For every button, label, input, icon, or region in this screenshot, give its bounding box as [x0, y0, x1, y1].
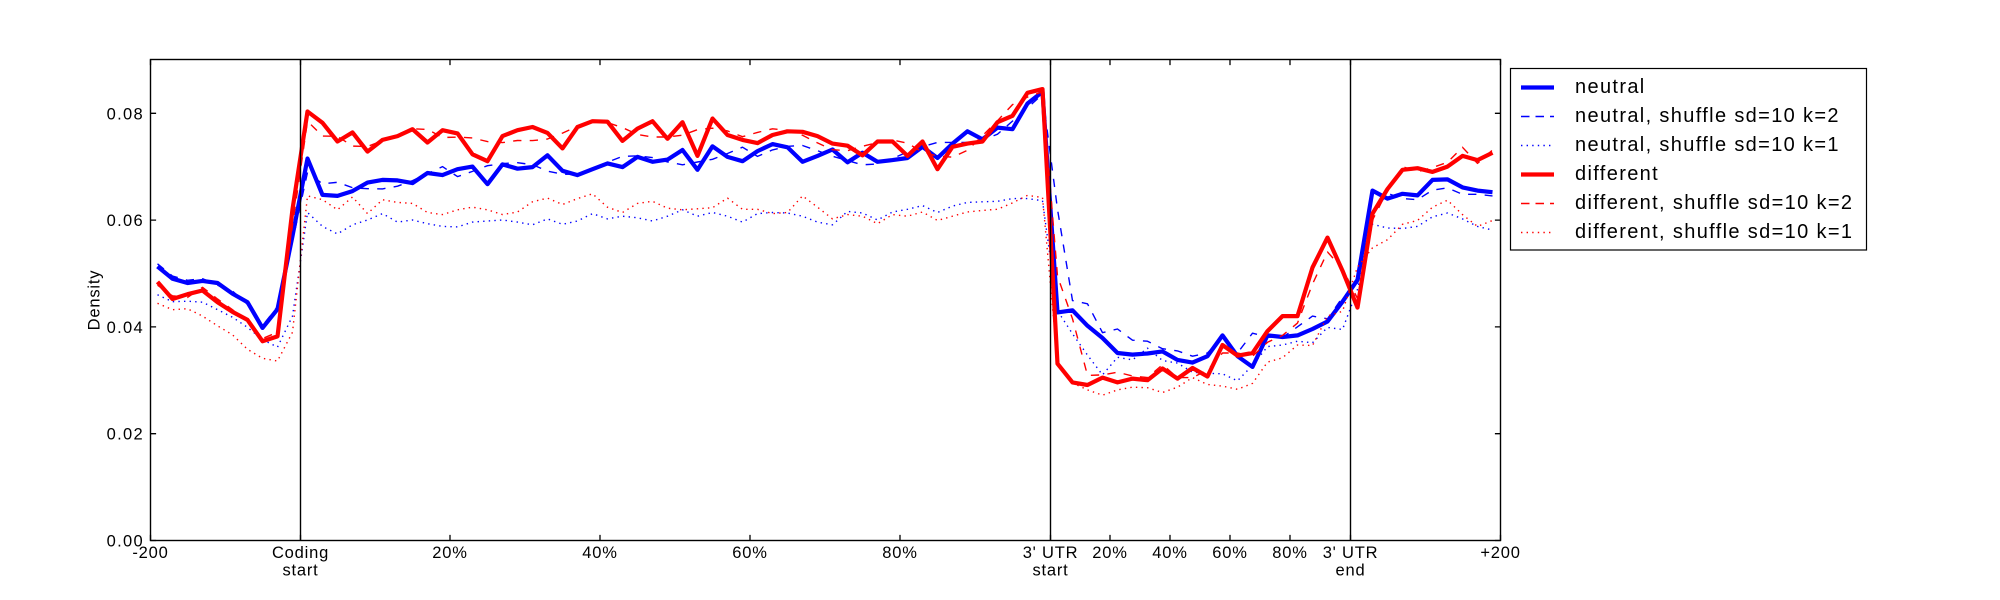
svg-text:60%: 60%	[1212, 544, 1247, 562]
svg-text:start: start	[1032, 562, 1068, 580]
svg-text:+200: +200	[1480, 544, 1520, 562]
svg-text:20%: 20%	[1092, 544, 1127, 562]
svg-text:0.04: 0.04	[107, 319, 144, 337]
svg-text:60%: 60%	[732, 544, 767, 562]
svg-text:40%: 40%	[1152, 544, 1187, 562]
svg-text:80%: 80%	[1272, 544, 1307, 562]
svg-text:neutral, shuffle sd=10 k=1: neutral, shuffle sd=10 k=1	[1575, 134, 1840, 156]
svg-text:80%: 80%	[882, 544, 917, 562]
svg-text:20%: 20%	[432, 544, 467, 562]
svg-text:Density: Density	[86, 270, 104, 331]
svg-text:0.00: 0.00	[107, 533, 144, 551]
svg-text:Coding: Coding	[272, 544, 329, 562]
svg-text:0.08: 0.08	[107, 105, 144, 123]
svg-text:start: start	[282, 562, 318, 580]
svg-text:different, shuffle sd=10 k=1: different, shuffle sd=10 k=1	[1575, 221, 1853, 243]
svg-text:different: different	[1575, 163, 1659, 185]
svg-text:40%: 40%	[582, 544, 617, 562]
svg-text:0.06: 0.06	[107, 212, 144, 230]
svg-text:0.02: 0.02	[107, 426, 144, 444]
svg-text:end: end	[1336, 562, 1366, 580]
svg-text:neutral, shuffle sd=10 k=2: neutral, shuffle sd=10 k=2	[1575, 105, 1840, 127]
svg-text:neutral: neutral	[1575, 76, 1646, 98]
svg-text:different, shuffle sd=10 k=2: different, shuffle sd=10 k=2	[1575, 192, 1853, 214]
svg-text:3' UTR: 3' UTR	[1023, 544, 1079, 562]
svg-text:-200: -200	[132, 544, 168, 562]
svg-text:3' UTR: 3' UTR	[1323, 544, 1379, 562]
